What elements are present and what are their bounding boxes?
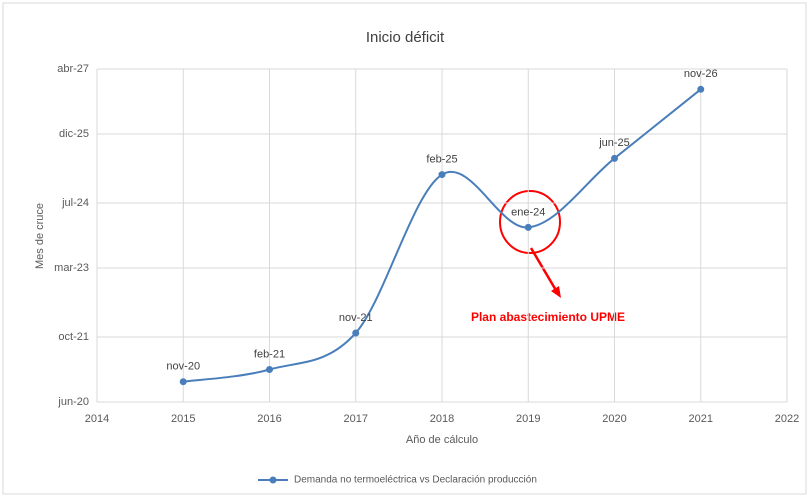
x-tick-label: 2022 bbox=[775, 413, 799, 425]
data-label: feb-21 bbox=[254, 348, 285, 360]
data-point bbox=[179, 378, 187, 386]
highlight-circle bbox=[499, 190, 561, 254]
data-label: nov-26 bbox=[684, 68, 718, 80]
annotation-arrow bbox=[529, 247, 559, 293]
y-tick-label: abr-27 bbox=[57, 63, 89, 75]
legend-marker bbox=[269, 476, 277, 484]
x-axis-title: Año de cálculo bbox=[406, 434, 478, 446]
y-axis-title: Mes de cruce bbox=[34, 203, 46, 269]
x-tick-label: 2016 bbox=[257, 413, 281, 425]
y-tick-label: jul-24 bbox=[61, 197, 89, 209]
x-tick-label: 2021 bbox=[689, 413, 713, 425]
legend: Demanda no termoeléctrica vs Declaración… bbox=[258, 475, 537, 486]
data-point bbox=[611, 154, 618, 162]
x-tick-label: 2014 bbox=[85, 413, 109, 425]
legend-label: Demanda no termoeléctrica vs Declaración… bbox=[294, 475, 537, 486]
data-label: nov-21 bbox=[339, 312, 373, 324]
x-tick-label: 2020 bbox=[602, 413, 626, 425]
x-tick-label: 2015 bbox=[171, 413, 195, 425]
data-label: nov-20 bbox=[166, 361, 200, 373]
arrow-head bbox=[551, 286, 561, 298]
data-point bbox=[438, 171, 446, 179]
data-point bbox=[352, 329, 360, 337]
data-label: ene-24 bbox=[511, 206, 545, 218]
data-label: feb-25 bbox=[426, 153, 457, 165]
annotation: Plan abastecimiento UPME bbox=[471, 310, 625, 324]
y-tick-label: jun-20 bbox=[57, 396, 89, 408]
x-tick-label: 2019 bbox=[516, 413, 540, 425]
y-tick-label: dic-25 bbox=[59, 128, 89, 140]
y-tick-label: mar-23 bbox=[54, 262, 89, 274]
chart-title: Inicio déficit bbox=[366, 29, 445, 46]
x-tick-label: 2017 bbox=[344, 413, 368, 425]
y-tick-label: oct-21 bbox=[58, 331, 89, 343]
data-point bbox=[697, 85, 705, 93]
data-label: jun-25 bbox=[598, 137, 630, 149]
data-point bbox=[524, 223, 532, 231]
x-tick-label: 2018 bbox=[430, 413, 454, 425]
data-point bbox=[266, 366, 273, 374]
